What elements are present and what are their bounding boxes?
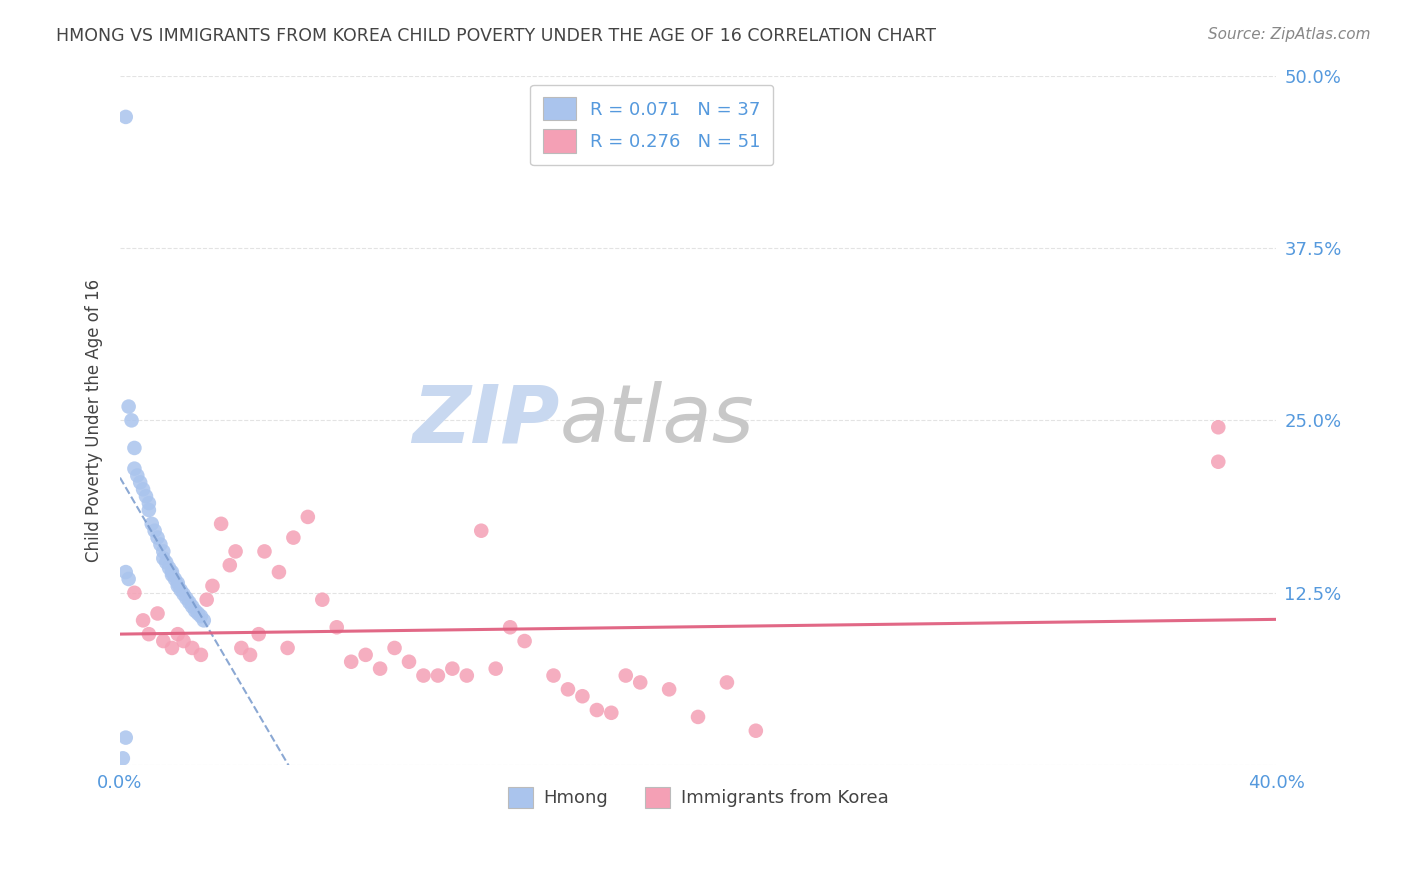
Point: [267, 565, 290, 579]
Point: [253, 544, 276, 558]
Point: [157, 561, 180, 575]
Point: [114, 731, 136, 745]
Point: [132, 613, 155, 627]
Point: [354, 648, 377, 662]
Point: [132, 483, 155, 497]
Point: [201, 579, 224, 593]
Text: ZIP: ZIP: [412, 382, 560, 459]
Point: [543, 668, 565, 682]
Text: HMONG VS IMMIGRANTS FROM KOREA CHILD POVERTY UNDER THE AGE OF 16 CORRELATION CHA: HMONG VS IMMIGRANTS FROM KOREA CHILD POV…: [56, 27, 936, 45]
Point: [152, 634, 174, 648]
Point: [1206, 420, 1229, 434]
Point: [398, 655, 420, 669]
Point: [114, 110, 136, 124]
Point: [187, 607, 209, 621]
Point: [166, 576, 188, 591]
Point: [470, 524, 492, 538]
Point: [586, 703, 609, 717]
Point: [173, 634, 195, 648]
Point: [152, 544, 174, 558]
Point: [124, 586, 146, 600]
Point: [193, 613, 215, 627]
Y-axis label: Child Poverty Under the Age of 16: Child Poverty Under the Age of 16: [86, 279, 103, 562]
Point: [658, 682, 681, 697]
Point: [141, 516, 163, 531]
Point: [121, 413, 143, 427]
Point: [146, 607, 169, 621]
Point: [426, 668, 449, 682]
Point: [412, 668, 434, 682]
Point: [441, 662, 464, 676]
Point: [129, 475, 152, 490]
Point: [311, 592, 333, 607]
Point: [686, 710, 709, 724]
Point: [513, 634, 536, 648]
Point: [277, 640, 299, 655]
Text: Source: ZipAtlas.com: Source: ZipAtlas.com: [1208, 27, 1371, 42]
Point: [184, 604, 207, 618]
Point: [138, 627, 160, 641]
Point: [239, 648, 262, 662]
Point: [456, 668, 478, 682]
Point: [155, 556, 177, 570]
Point: [160, 565, 183, 579]
Point: [1206, 455, 1229, 469]
Point: [117, 400, 139, 414]
Point: [111, 751, 134, 765]
Point: [135, 489, 157, 503]
Point: [173, 587, 195, 601]
Point: [716, 675, 738, 690]
Point: [181, 640, 204, 655]
Point: [384, 640, 406, 655]
Point: [209, 516, 232, 531]
Point: [138, 503, 160, 517]
Point: [283, 531, 305, 545]
Point: [368, 662, 391, 676]
Point: [190, 648, 212, 662]
Point: [745, 723, 768, 738]
Point: [143, 524, 166, 538]
Point: [181, 599, 204, 614]
Point: [499, 620, 522, 634]
Point: [166, 579, 188, 593]
Point: [124, 441, 146, 455]
Point: [557, 682, 579, 697]
Point: [124, 461, 146, 475]
Point: [614, 668, 637, 682]
Point: [160, 567, 183, 582]
Point: [600, 706, 623, 720]
Point: [571, 690, 593, 704]
Point: [146, 531, 169, 545]
Point: [176, 591, 198, 606]
Point: [190, 609, 212, 624]
Point: [166, 627, 188, 641]
Point: [179, 595, 201, 609]
Point: [326, 620, 349, 634]
Point: [218, 558, 240, 573]
Point: [225, 544, 247, 558]
Point: [297, 510, 319, 524]
Point: [127, 468, 149, 483]
Point: [195, 592, 218, 607]
Point: [114, 565, 136, 579]
Point: [149, 537, 172, 551]
Point: [231, 640, 253, 655]
Point: [163, 572, 186, 586]
Point: [160, 640, 183, 655]
Point: [247, 627, 270, 641]
Legend: Hmong, Immigrants from Korea: Hmong, Immigrants from Korea: [501, 780, 896, 814]
Point: [340, 655, 363, 669]
Point: [117, 572, 139, 586]
Point: [628, 675, 651, 690]
Point: [138, 496, 160, 510]
Point: [152, 551, 174, 566]
Point: [169, 582, 191, 597]
Point: [485, 662, 508, 676]
Text: atlas: atlas: [560, 382, 754, 459]
